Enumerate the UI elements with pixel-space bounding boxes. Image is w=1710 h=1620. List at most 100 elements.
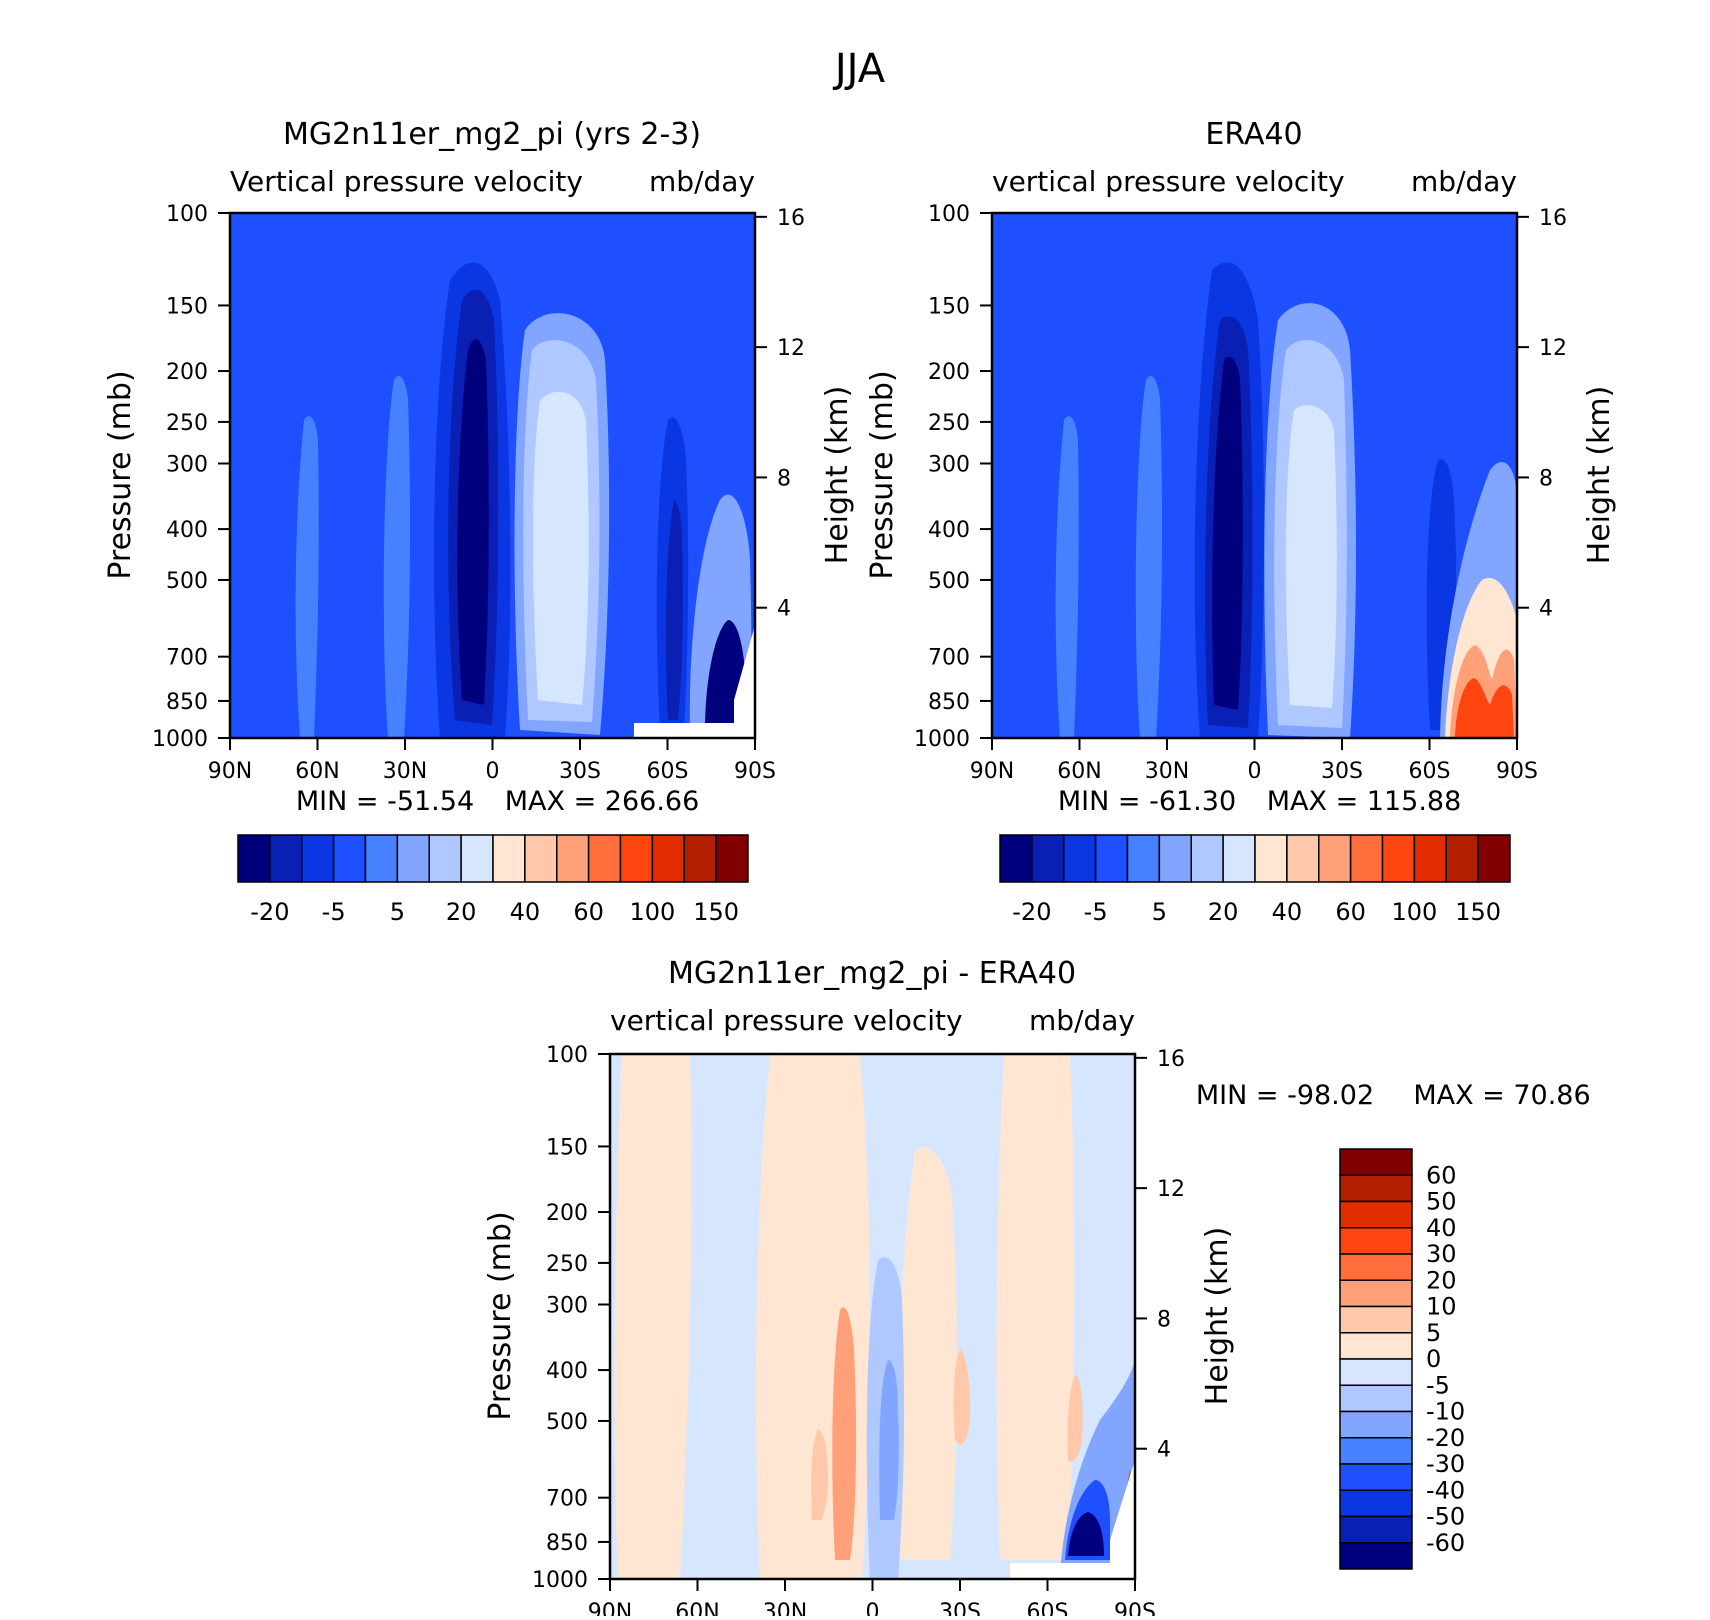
- model-ascent-core: [457, 339, 489, 705]
- cbar-obs-swatch: [1094, 834, 1129, 883]
- diff-warm-core-4: [1067, 1375, 1083, 1462]
- panel-obs-subtitle-left: vertical pressure velocity: [992, 165, 1345, 198]
- cbar-model-swatch: [651, 834, 685, 883]
- y-tick-label: 500: [166, 569, 208, 594]
- diff-warm-core-3: [953, 1350, 970, 1445]
- panel-model-subtitle-right: mb/day: [649, 165, 755, 198]
- x-tick-label: 30S: [1321, 759, 1363, 784]
- panel-model-ylabel: Pressure (mb): [103, 370, 138, 579]
- cbar-obs-swatch: [1477, 834, 1511, 883]
- cbar-obs-label: 20: [1208, 898, 1239, 926]
- cbar-obs-swatch: [1413, 834, 1447, 883]
- model-midlat-north-band: [295, 416, 319, 738]
- cbar-diff-swatch: [1339, 1542, 1413, 1570]
- y-tick-label: 850: [546, 1531, 588, 1556]
- cbar-diff-label: 60: [1426, 1161, 1457, 1189]
- x-tick-label: 30N: [1145, 759, 1189, 784]
- obs-band-60n: [1055, 416, 1079, 738]
- cbar-diff-label: -30: [1426, 1450, 1465, 1478]
- panel-diff-ylabel: Pressure (mb): [483, 1211, 518, 1420]
- panel-diff-subtitle-left: vertical pressure velocity: [610, 1004, 963, 1037]
- y-tick-label: 1000: [532, 1568, 588, 1593]
- x-tick-label: 90S: [1496, 759, 1538, 784]
- x-tick-label: 30N: [763, 1600, 807, 1616]
- x-tick-label: 30S: [559, 759, 601, 784]
- cbar-model-swatch: [683, 834, 717, 883]
- cbar-obs-swatch: [1349, 834, 1384, 883]
- cbar-diff-label: 10: [1426, 1293, 1457, 1321]
- y-tick-label: 850: [928, 690, 970, 715]
- y2-tick-label: 16: [1539, 206, 1567, 231]
- diff-cool-core: [879, 1360, 899, 1520]
- y-tick-label: 250: [546, 1252, 588, 1277]
- cbar-diff-label: -20: [1426, 1424, 1465, 1452]
- cbar-diff-swatch: [1339, 1174, 1413, 1203]
- obs-ascent-core: [1212, 356, 1243, 710]
- cbar-diff-label: -5: [1426, 1371, 1450, 1399]
- y-tick-label: 200: [546, 1201, 588, 1226]
- cbar-diff-swatch: [1339, 1305, 1413, 1334]
- cbar-model-swatch: [524, 834, 558, 883]
- cbar-obs-swatch: [1318, 834, 1352, 883]
- cbar-model-swatch: [715, 834, 749, 883]
- cbar-model-swatch: [460, 834, 494, 883]
- cbar-obs-label: -5: [1084, 898, 1108, 926]
- cbar-diff-swatch: [1339, 1358, 1413, 1386]
- cbar-model-label: 150: [693, 898, 739, 926]
- y-tick-label: 1000: [914, 727, 970, 752]
- cbar-diff-label: -50: [1426, 1503, 1465, 1531]
- x-tick-label: 60N: [295, 759, 339, 784]
- cbar-obs-label: 100: [1391, 898, 1437, 926]
- x-tick-label: 30N: [383, 759, 427, 784]
- cbar-model-swatch: [492, 834, 526, 883]
- cbar-model-swatch: [301, 834, 335, 883]
- panel-diff-max: MAX = 70.86: [1413, 1080, 1590, 1111]
- cbar-diff-label: -10: [1426, 1398, 1465, 1426]
- panel-model: MG2n11er_mg2_pi (yrs 2-3) Vertical press…: [103, 117, 855, 926]
- diff-topography-mask-polar: [1110, 1460, 1135, 1579]
- x-tick-label: 60S: [1027, 1600, 1069, 1616]
- cbar-obs-swatch: [1286, 834, 1320, 883]
- cbar-model-label: 60: [573, 898, 604, 926]
- cbar-obs-label: 5: [1152, 898, 1167, 926]
- cbar-diff-swatch: [1339, 1279, 1413, 1308]
- cbar-obs-swatch: [1445, 834, 1479, 883]
- cbar-obs-label: -20: [1012, 898, 1051, 926]
- y-tick-label: 250: [928, 411, 970, 436]
- cbar-obs-swatch: [1158, 834, 1192, 883]
- panel-obs-title: ERA40: [1205, 117, 1302, 152]
- cbar-diff-swatch: [1339, 1332, 1413, 1360]
- y-tick-label: 250: [166, 411, 208, 436]
- cbar-diff-label: 5: [1426, 1319, 1441, 1347]
- cbar-obs-swatch: [1063, 834, 1097, 883]
- cbar-obs-label: 40: [1272, 898, 1303, 926]
- y-tick-label: 300: [166, 452, 208, 477]
- cbar-diff-label: 40: [1426, 1214, 1457, 1242]
- y2-tick-label: 16: [777, 206, 805, 231]
- panel-obs-y2label: Height (km): [1582, 386, 1617, 565]
- cbar-diff-swatch: [1339, 1200, 1413, 1229]
- model-topography-mask: [634, 723, 734, 738]
- panel-model-max: MAX = 266.66: [505, 786, 700, 817]
- cbar-diff-label: 30: [1426, 1240, 1457, 1268]
- x-tick-label: 60S: [647, 759, 689, 784]
- panel-model-title: MG2n11er_mg2_pi (yrs 2-3): [283, 117, 701, 152]
- panel-diff-min: MIN = -98.02: [1196, 1080, 1374, 1111]
- cbar-obs-swatch: [1190, 834, 1224, 883]
- y-tick-label: 200: [166, 360, 208, 385]
- panel-obs-colorbar: -20 -5 5 20 40 60 100 150: [999, 834, 1511, 926]
- panel-obs-min: MIN = -61.30: [1058, 786, 1236, 817]
- cbar-diff-swatch: [1339, 1463, 1413, 1491]
- panel-diff: MG2n11er_mg2_pi - ERA40 vertical pressur…: [483, 956, 1591, 1620]
- x-tick-label: 0: [1248, 759, 1262, 784]
- cbar-model-swatch: [237, 834, 271, 883]
- diff-polar-cool-core: [1068, 1512, 1104, 1556]
- y2-tick-label: 8: [1539, 466, 1553, 491]
- cbar-obs-swatch: [1222, 834, 1256, 883]
- cbar-model-label: 20: [446, 898, 477, 926]
- x-tick-label: 90N: [588, 1600, 632, 1616]
